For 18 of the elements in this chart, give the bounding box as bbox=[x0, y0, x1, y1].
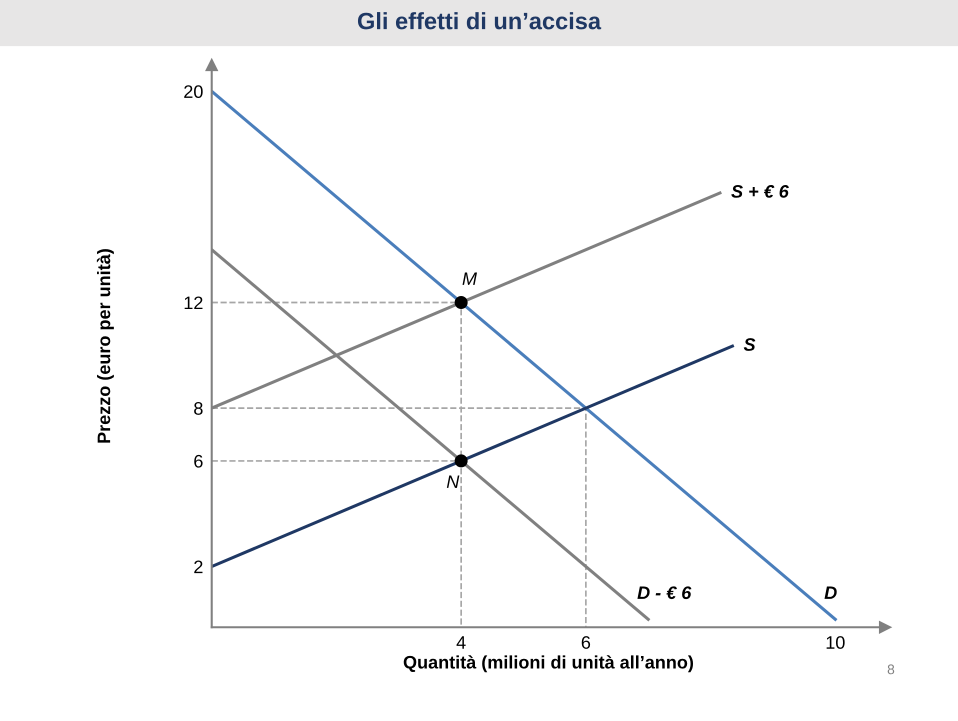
series-label: S + € 6 bbox=[731, 185, 789, 198]
y-tick-label: 8 bbox=[194, 402, 203, 415]
annotation: N bbox=[446, 475, 460, 488]
x-tick-label: 10 bbox=[826, 636, 845, 649]
series-label: S bbox=[744, 338, 756, 351]
annotation: M bbox=[462, 272, 478, 285]
x-tick-label: 6 bbox=[582, 636, 590, 649]
x-axis-title: Quantità (milioni di unità all’anno) bbox=[404, 655, 694, 672]
y-tick-label: 12 bbox=[184, 296, 202, 310]
y-tick-label: 20 bbox=[184, 85, 203, 98]
series-label: D - € 6 bbox=[637, 586, 692, 600]
chart-title: Gli effetti di un’accisa bbox=[358, 12, 602, 30]
y-tick-label: 2 bbox=[194, 560, 202, 574]
series-label: D bbox=[824, 586, 837, 599]
y-axis-title: Prezzo (euro per unità) bbox=[96, 249, 114, 443]
x-tick-label: 4 bbox=[456, 636, 466, 649]
text: 8 bbox=[888, 664, 894, 674]
y-tick-label: 6 bbox=[194, 454, 203, 468]
